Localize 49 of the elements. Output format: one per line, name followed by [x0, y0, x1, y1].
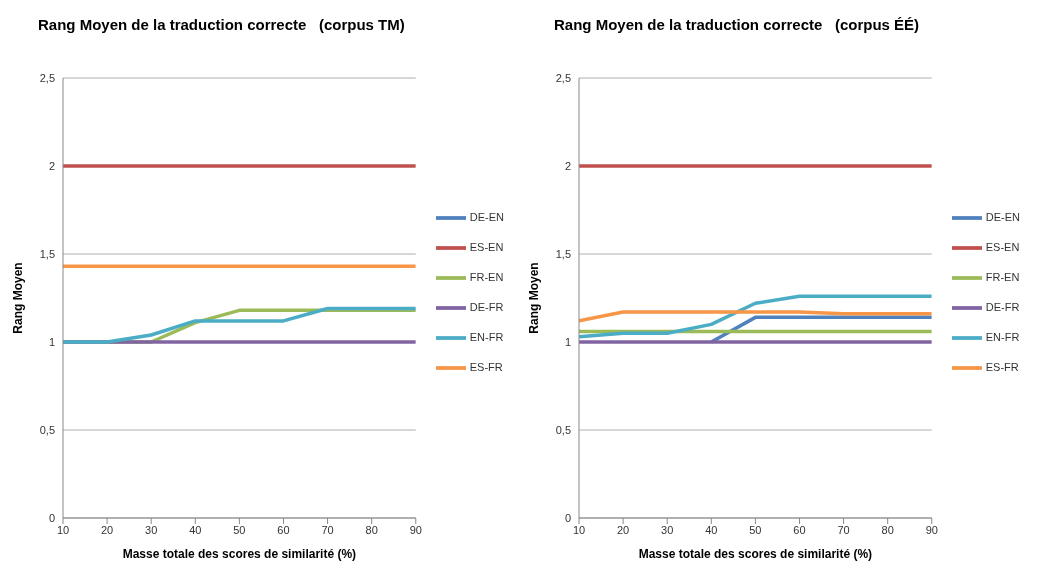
x-tick-label: 50 [233, 523, 246, 536]
legend-label: EN-FR [469, 330, 504, 343]
y-tick-label: 2,5 [39, 71, 55, 84]
x-tick-label: 70 [837, 523, 850, 536]
y-axis-title: Rang Moyen [11, 262, 26, 334]
x-tick-label: 10 [572, 523, 586, 536]
x-tick-label: 80 [365, 523, 378, 536]
legend-label: DE-EN [469, 210, 504, 223]
x-tick-label: 60 [277, 523, 290, 536]
x-axis-title: Masse totale des scores de similarité (%) [122, 547, 357, 561]
x-tick-label: 20 [100, 523, 114, 536]
x-tick-label: 90 [409, 523, 422, 536]
legend-label: ES-FR [469, 360, 503, 373]
x-tick-label: 70 [321, 523, 334, 536]
y-tick-label: 2 [564, 159, 571, 172]
x-tick-label: 60 [793, 523, 806, 536]
legend-label: EN-FR [985, 330, 1020, 343]
x-tick-label: 40 [705, 523, 718, 536]
x-axis-title: Masse totale des scores de similarité (%) [638, 547, 873, 561]
y-tick-label: 1,5 [39, 247, 55, 260]
x-tick-label: 10 [56, 523, 70, 536]
y-tick-label: 0,5 [39, 423, 55, 436]
x-tick-label: 20 [616, 523, 630, 536]
x-tick-label: 40 [189, 523, 202, 536]
y-tick-label: 0 [564, 511, 571, 524]
legend-label: ES-EN [469, 240, 504, 253]
x-tick-label: 30 [661, 523, 674, 536]
legend-label: ES-EN [985, 240, 1020, 253]
legend-label: FR-EN [985, 270, 1020, 283]
legend-label: DE-EN [985, 210, 1020, 223]
legend-label: DE-FR [985, 300, 1020, 313]
chart-title: Rang Moyen de la traduction correcte (corpus TM) [38, 16, 405, 33]
y-tick-label: 1 [564, 335, 571, 348]
y-tick-label: 2 [48, 159, 55, 172]
y-tick-label: 1 [48, 335, 55, 348]
y-tick-label: 2,5 [555, 71, 571, 84]
y-tick-label: 0,5 [555, 423, 571, 436]
y-tick-label: 1,5 [555, 247, 571, 260]
legend-label: FR-EN [469, 270, 504, 283]
legend-label: ES-FR [985, 360, 1019, 373]
x-tick-label: 90 [925, 523, 938, 536]
x-tick-label: 50 [749, 523, 762, 536]
chart-title: Rang Moyen de la traduction correcte (corpus ÉÉ) [554, 16, 920, 33]
y-axis-title: Rang Moyen [527, 262, 542, 334]
line-series [579, 294, 932, 339]
legend-label: DE-FR [469, 300, 504, 313]
x-tick-label: 30 [145, 523, 158, 536]
y-tick-label: 0 [48, 511, 55, 524]
x-tick-label: 80 [881, 523, 894, 536]
